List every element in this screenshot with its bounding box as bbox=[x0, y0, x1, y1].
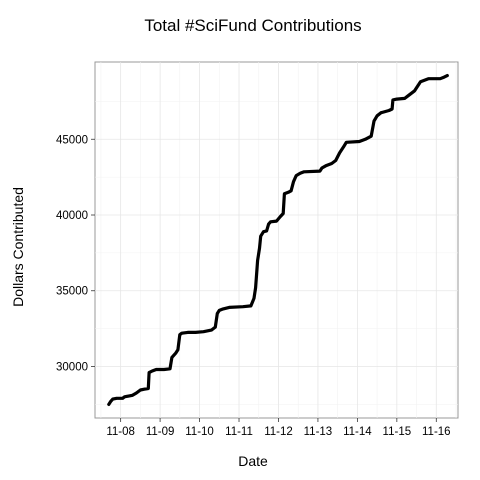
x-tick-label: 11-11 bbox=[225, 426, 253, 438]
x-axis-title: Date bbox=[238, 453, 268, 469]
y-tick-label: 40000 bbox=[56, 210, 88, 222]
axis-ticks: 11-08 11-09 11-10 11-11 11-12 11-13 11-14 11-15… bbox=[56, 134, 451, 438]
plot-panel bbox=[94, 61, 459, 419]
x-tick-label: 11-08 bbox=[106, 426, 135, 438]
x-tick-label: 11-09 bbox=[146, 426, 175, 438]
x-tick-label: 11-10 bbox=[185, 426, 214, 438]
y-axis-title: Dollars Contributed bbox=[10, 187, 26, 307]
y-tick-label: 30000 bbox=[56, 361, 88, 373]
x-tick-label: 11-12 bbox=[264, 426, 293, 438]
series-line bbox=[107, 74, 449, 406]
y-tick-label: 35000 bbox=[56, 286, 88, 298]
x-tick-label: 11-14 bbox=[343, 426, 372, 438]
x-tick-label: 11-15 bbox=[383, 426, 412, 438]
x-tick-label: 11-16 bbox=[422, 426, 451, 438]
x-tick-label: 11-13 bbox=[304, 426, 333, 438]
y-tick-label: 45000 bbox=[56, 134, 88, 146]
gridlines bbox=[95, 62, 458, 418]
series-layer bbox=[107, 74, 449, 406]
chart-title: Total #SciFund Contributions bbox=[144, 16, 361, 35]
